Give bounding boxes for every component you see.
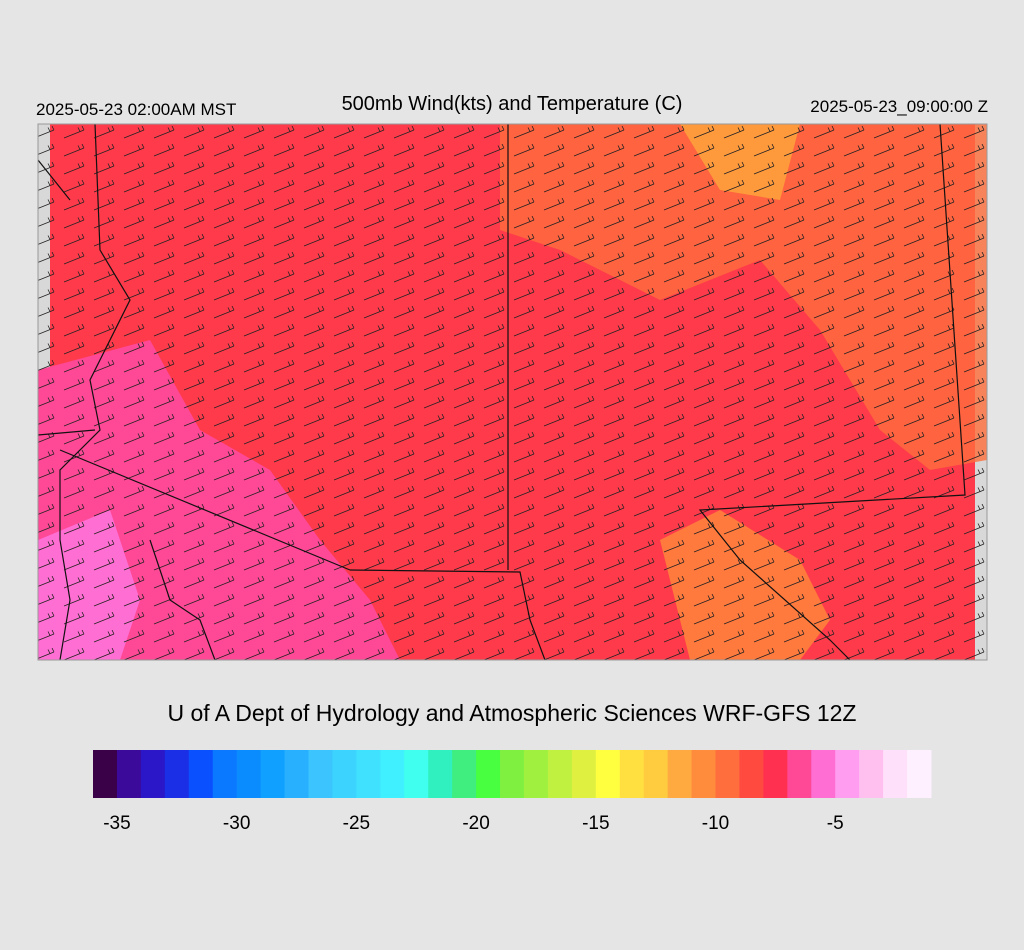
colorbar-tick-label: -25 xyxy=(343,813,370,834)
wind-barbs xyxy=(38,124,987,660)
colorbar-swatch xyxy=(308,750,333,798)
colorbar-swatch xyxy=(595,750,621,798)
colorbar-swatch xyxy=(739,750,764,798)
colorbar-swatch xyxy=(428,750,453,798)
colorbar-tick-label: -20 xyxy=(462,813,489,834)
colorbar-swatch xyxy=(500,750,525,798)
borders xyxy=(38,124,966,660)
colorbar-swatch xyxy=(188,750,214,798)
colorbar-tick-label: -5 xyxy=(827,813,844,834)
colorbar-swatch xyxy=(260,750,286,798)
colorbar-swatch xyxy=(619,750,645,798)
colorbar-swatch xyxy=(452,750,477,798)
colorbar-swatch xyxy=(404,750,429,798)
colorbar-tick-label: -35 xyxy=(103,813,130,834)
colorbar-swatch xyxy=(763,750,788,798)
map-frame xyxy=(37,123,988,661)
header-title: 500mb Wind(kts) and Temperature (C) xyxy=(342,93,683,115)
colorbar-swatch xyxy=(523,750,549,798)
colorbar-swatch xyxy=(787,750,812,798)
colorbar-tick-label: -30 xyxy=(223,813,250,834)
colorbar-swatch xyxy=(715,750,740,798)
colorbar-swatch xyxy=(883,750,908,798)
colorbar-swatch xyxy=(356,750,381,798)
colorbar-swatch xyxy=(164,750,190,798)
colorbar-swatch xyxy=(380,750,405,798)
colorbar-swatch xyxy=(116,750,142,798)
colorbar-swatch xyxy=(140,750,166,798)
colorbar-swatch xyxy=(571,750,597,798)
colorbar-swatch xyxy=(835,750,860,798)
credit: U of A Dept of Hydrology and Atmospheric… xyxy=(167,700,856,726)
map xyxy=(38,124,987,660)
colorbar-swatch xyxy=(332,750,357,798)
colorbar-swatch xyxy=(476,750,501,798)
colorbar-swatch xyxy=(547,750,573,798)
header-right: 2025-05-23_09:00:00 Z xyxy=(810,97,988,116)
colorbar-swatch xyxy=(859,750,884,798)
colorbar-tick-label: -10 xyxy=(702,813,729,834)
colorbar-swatch xyxy=(691,750,717,798)
colorbar-swatch xyxy=(236,750,262,798)
colorbar-swatch xyxy=(284,750,309,798)
colorbar-swatch xyxy=(667,750,693,798)
colorbar-swatch xyxy=(93,750,118,798)
header-left: 2025-05-23 02:00AM MST xyxy=(36,100,236,119)
colorbar-tick-label: -15 xyxy=(582,813,609,834)
colorbar-swatch xyxy=(811,750,836,798)
colorbar-swatch xyxy=(212,750,238,798)
colorbar-swatch xyxy=(907,750,932,798)
colorbar-swatch xyxy=(643,750,669,798)
